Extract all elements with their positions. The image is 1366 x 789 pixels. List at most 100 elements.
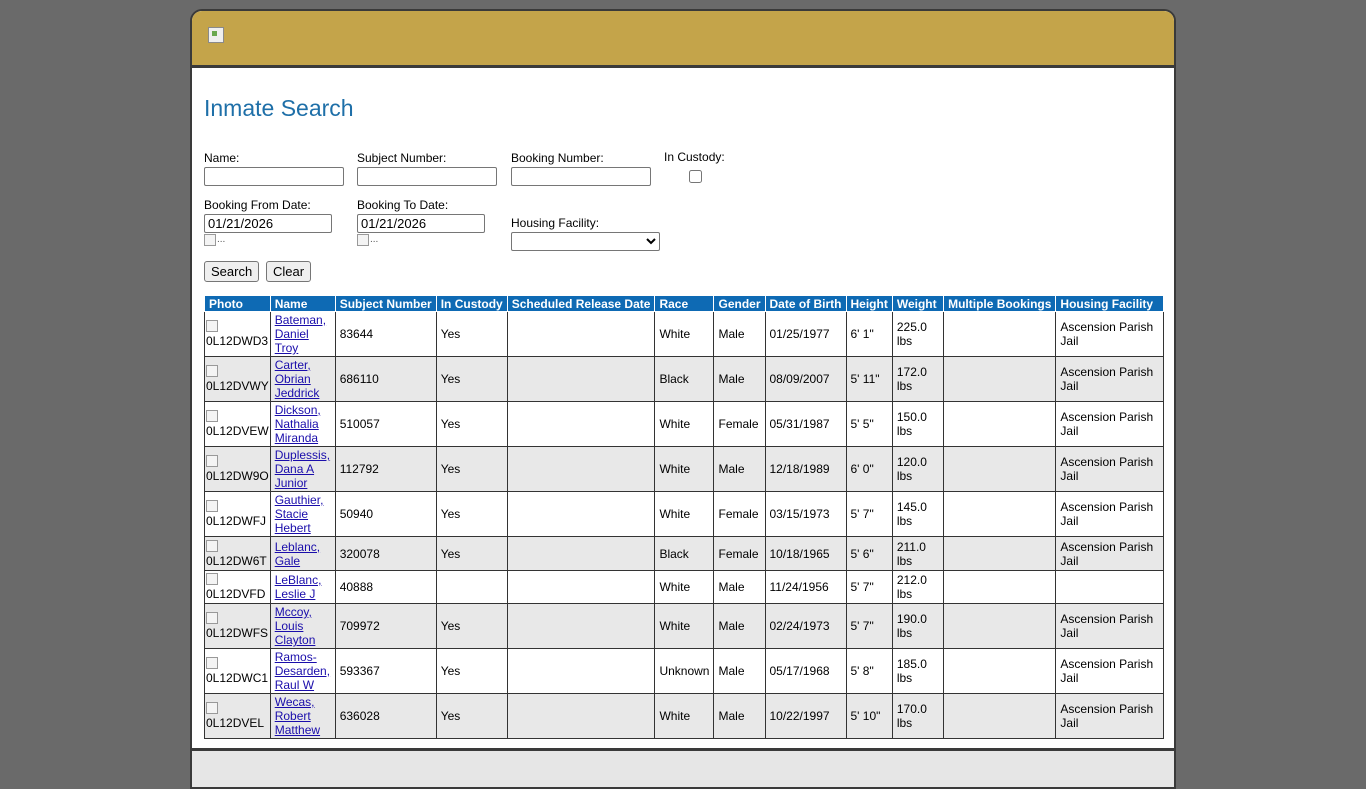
multiple-bookings-cell xyxy=(943,356,1057,402)
in-custody-cell: Yes xyxy=(435,603,508,649)
inmate-name-link[interactable]: Gauthier, Stacie Hebert xyxy=(274,493,324,535)
booking-number-label: Booking Number: xyxy=(511,151,604,165)
calendar-icon xyxy=(357,234,369,246)
booking-to-date-input[interactable] xyxy=(357,214,485,233)
dob-cell: 03/15/1973 xyxy=(764,491,847,537)
inmate-name-link[interactable]: Leblanc, Gale xyxy=(274,539,321,568)
weight-cell: 145.0 lbs xyxy=(891,491,945,537)
column-header-in-custody: In Custody xyxy=(435,295,508,312)
in-custody-cell xyxy=(435,570,508,604)
broken-image-icon xyxy=(206,657,218,669)
photo-alt-text: 0L12DVWY xyxy=(206,379,269,393)
page-container: Inmate Search Name: Subject Number: Book… xyxy=(190,9,1176,789)
multiple-bookings-cell xyxy=(943,491,1057,537)
search-button[interactable]: Search xyxy=(204,261,260,282)
housing-facility-select[interactable] xyxy=(511,232,660,251)
broken-image-icon xyxy=(206,410,218,422)
subject-number-cell: 709972 xyxy=(334,603,437,649)
housing-facility-cell: Ascension Parish Jail xyxy=(1055,491,1164,537)
dob-cell: 10/22/1997 xyxy=(764,693,847,739)
table-row: 0L12DVWY Carter, Obrian Jeddrick 686110 Yes… xyxy=(204,356,1164,402)
multiple-bookings-cell xyxy=(943,693,1057,739)
column-header-housing-facility: Housing Facility xyxy=(1055,295,1164,312)
weight-cell: 225.0 lbs xyxy=(891,311,945,357)
dob-cell: 05/17/1968 xyxy=(764,648,847,694)
broken-image-icon xyxy=(206,702,218,714)
name-cell: Gauthier, Stacie Hebert xyxy=(269,491,336,537)
gender-cell: Female xyxy=(713,536,766,571)
clear-button[interactable]: Clear xyxy=(266,261,312,282)
dob-cell: 02/24/1973 xyxy=(764,603,847,649)
results-table: Photo Name Subject Number In Custody Schedul… xyxy=(204,295,1164,739)
booking-from-date-input[interactable] xyxy=(204,214,332,233)
name-label: Name: xyxy=(204,151,240,165)
name-input[interactable] xyxy=(204,167,344,186)
in-custody-label: In Custody: xyxy=(664,150,725,164)
weight-cell: 120.0 lbs xyxy=(891,446,945,492)
in-custody-checkbox[interactable] xyxy=(689,170,702,183)
inmate-name-link[interactable]: Wecas, Robert Matthew xyxy=(274,695,321,737)
broken-image-icon xyxy=(206,573,218,585)
booking-number-input[interactable] xyxy=(511,167,651,186)
photo-cell: 0L12DVEL xyxy=(204,693,271,739)
subject-number-input[interactable] xyxy=(357,167,497,186)
subject-number-cell: 636028 xyxy=(334,693,437,739)
inmate-name-link[interactable]: Duplessis, Dana A Junior xyxy=(274,448,331,490)
table-row: 0L12DWC1 Ramos-Desarden, Raul W 593367 Yes U… xyxy=(204,648,1164,694)
inmate-name-link[interactable]: Carter, Obrian Jeddrick xyxy=(274,358,320,400)
photo-cell: 0L12DVFD xyxy=(204,570,271,604)
weight-cell: 172.0 lbs xyxy=(891,356,945,402)
in-custody-cell: Yes xyxy=(435,446,508,492)
booking-from-calendar-button[interactable]: ... xyxy=(204,234,332,246)
inmate-name-link[interactable]: LeBlanc, Leslie J xyxy=(274,573,322,601)
column-header-scheduled-release-date: Scheduled Release Date xyxy=(506,295,656,312)
booking-to-calendar-button[interactable]: ... xyxy=(357,234,485,246)
photo-cell: 0L12DVEW xyxy=(204,401,271,447)
broken-image-icon xyxy=(206,539,218,552)
dob-cell: 08/09/2007 xyxy=(764,356,847,402)
release-date-cell xyxy=(506,693,656,739)
inmate-name-link[interactable]: Dickson, Nathalia Miranda xyxy=(274,403,321,445)
photo-alt-text: 0L12DVEL xyxy=(206,716,265,730)
calendar-alt-text: ... xyxy=(370,234,379,245)
photo-alt-text: 0L12DVFD xyxy=(206,587,266,601)
weight-cell: 170.0 lbs xyxy=(891,693,945,739)
housing-facility-label: Housing Facility: xyxy=(511,216,600,230)
subject-number-cell: 40888 xyxy=(334,570,437,604)
booking-number-field-group: Booking Number: xyxy=(511,151,651,186)
multiple-bookings-cell xyxy=(943,603,1057,649)
dob-cell: 01/25/1977 xyxy=(764,311,847,357)
subject-number-cell: 50940 xyxy=(334,491,437,537)
table-row: 0L12DWD3 Bateman, Daniel Troy 83644 Yes Whit… xyxy=(204,311,1164,357)
subject-number-cell: 83644 xyxy=(334,311,437,357)
photo-alt-text: 0L12DWFJ xyxy=(206,514,267,528)
gender-cell: Female xyxy=(713,401,766,447)
release-date-cell xyxy=(506,648,656,694)
photo-alt-text: 0L12DWFS xyxy=(206,626,269,640)
inmate-name-link[interactable]: Ramos-Desarden, Raul W xyxy=(274,650,331,692)
column-header-gender: Gender xyxy=(713,295,766,312)
housing-facility-cell xyxy=(1055,570,1164,604)
subject-number-cell: 112792 xyxy=(334,446,437,492)
name-cell: Leblanc, Gale xyxy=(269,536,336,571)
photo-cell: 0L12DWFS xyxy=(204,603,271,649)
subject-number-cell: 510057 xyxy=(334,401,437,447)
inmate-name-link[interactable]: Bateman, Daniel Troy xyxy=(274,313,327,355)
column-header-height: Height xyxy=(845,295,893,312)
table-row: 0L12DVEL Wecas, Robert Matthew 636028 Yes Wh… xyxy=(204,693,1164,739)
race-cell: Black xyxy=(654,356,715,402)
booking-from-date-label: Booking From Date: xyxy=(204,198,311,212)
in-custody-cell: Yes xyxy=(435,356,508,402)
booking-to-date-field-group: Booking To Date: ... xyxy=(357,198,485,246)
housing-facility-cell: Ascension Parish Jail xyxy=(1055,311,1164,357)
calendar-icon xyxy=(204,234,216,246)
inmate-name-link[interactable]: Mccoy, Louis Clayton xyxy=(274,605,316,647)
page-title: Inmate Search xyxy=(204,95,354,121)
photo-cell: 0L12DW9O xyxy=(204,446,271,492)
height-cell: 5' 7" xyxy=(845,491,893,537)
race-cell: White xyxy=(654,491,715,537)
weight-cell: 190.0 lbs xyxy=(891,603,945,649)
table-body: 0L12DWD3 Bateman, Daniel Troy 83644 Yes Whit… xyxy=(204,311,1164,739)
column-header-name: Name xyxy=(269,295,336,312)
housing-facility-cell: Ascension Parish Jail xyxy=(1055,446,1164,492)
